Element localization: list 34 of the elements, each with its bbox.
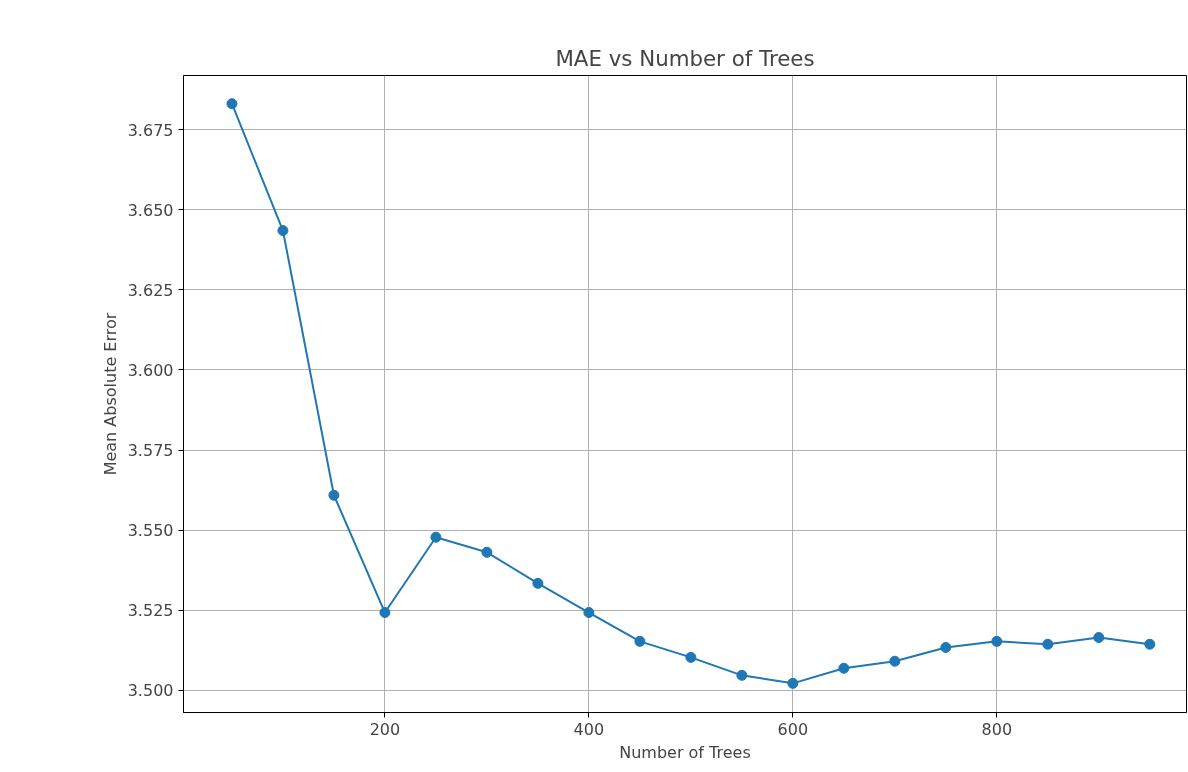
x-axis-title: Number of Trees: [619, 742, 751, 762]
point: [838, 662, 850, 674]
x-tick-label: 600: [777, 719, 809, 739]
point: [328, 489, 340, 501]
point: [634, 635, 646, 647]
y-axis-title: Mean Absolute Error: [100, 312, 120, 476]
point: [889, 655, 901, 667]
y-tick-label: 3.550: [127, 521, 174, 541]
y-tick-label: 3.625: [127, 280, 174, 300]
y-tick-label: 3.650: [127, 200, 174, 220]
point: [481, 546, 493, 558]
x-tick-label: 200: [369, 719, 401, 739]
x-tick-label: 400: [573, 719, 605, 739]
y-tick-label: 3.500: [127, 681, 174, 701]
point: [226, 98, 238, 110]
y-tick-label: 3.525: [127, 601, 174, 621]
chart-title: MAE vs Number of Trees: [555, 45, 815, 71]
point: [583, 607, 595, 619]
point: [379, 607, 391, 619]
point: [430, 531, 442, 543]
point: [1042, 638, 1054, 650]
point: [736, 669, 748, 681]
y-tick-label: 3.675: [127, 120, 174, 140]
x-tick-label: 800: [981, 719, 1013, 739]
y-tick-label: 3.575: [127, 441, 174, 461]
point: [532, 577, 544, 589]
point: [277, 225, 289, 237]
point: [1093, 632, 1105, 644]
y-tick-label: 3.600: [127, 360, 174, 380]
point: [685, 651, 697, 663]
point: [1144, 638, 1156, 650]
point: [991, 635, 1003, 647]
point: [940, 641, 952, 653]
point: [787, 677, 799, 689]
